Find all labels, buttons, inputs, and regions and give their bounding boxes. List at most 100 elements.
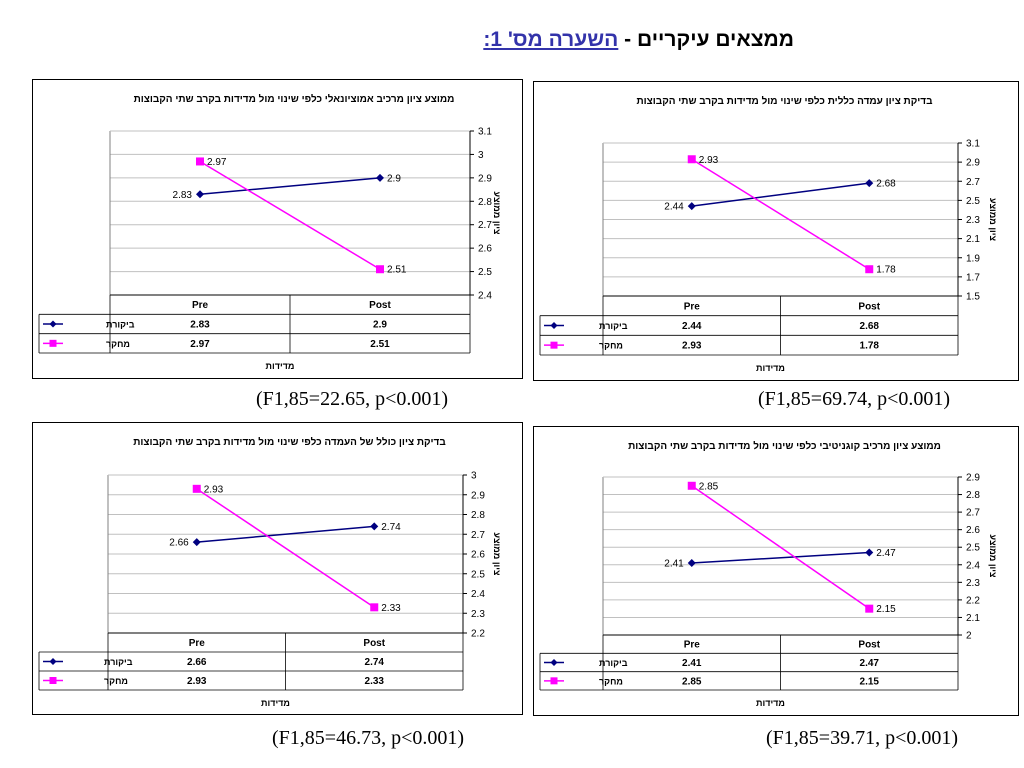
table-cell-value: 2.41 [682, 658, 702, 669]
legend-key-marker [49, 677, 57, 684]
table-cell-value: 2.74 [365, 657, 385, 668]
y-tick-label: 3.1 [478, 127, 492, 138]
legend-key-marker [550, 322, 558, 329]
data-label: 2.47 [876, 548, 896, 559]
chart-title: ממוצע ציון מרכיב אמוציונאלי כלפי שינוי מ… [134, 93, 455, 105]
table-cell-value: 2.33 [365, 676, 385, 687]
control-point-marker [370, 522, 379, 531]
x-axis-title: מדידות [756, 698, 785, 708]
chart-title: ממוצע ציון מרכיב קוגניטיבי כלפי שינוי מו… [628, 440, 941, 452]
legend-key-marker [49, 658, 57, 665]
y-tick-label: 2.5 [966, 196, 980, 207]
series-line-control [199, 177, 381, 196]
x-axis-title: מדידות [266, 361, 295, 371]
y-tick-label: 2.2 [966, 595, 980, 606]
table-cell-value: 2.85 [682, 676, 702, 687]
table-cell-value: 2.93 [187, 676, 207, 687]
table-cell-value: 2.9 [373, 320, 387, 331]
control-point-marker [376, 173, 384, 182]
y-tick-label: 2.6 [471, 550, 485, 561]
control-point-marker [865, 548, 874, 557]
chart-panel-total-attitude: בדיקת ציון כולל של העמדה כלפי שינוי מול … [32, 422, 523, 715]
control-point-marker [196, 190, 204, 199]
series-line-experiment [196, 488, 375, 608]
control-point-marker [687, 202, 696, 211]
data-label: 1.78 [876, 265, 896, 276]
experiment-point-marker [687, 155, 696, 164]
y-tick-label: 2.1 [966, 234, 980, 245]
y-tick-label: 3.1 [966, 139, 980, 150]
x-category-label: Post [363, 638, 385, 649]
y-tick-label: 2.5 [478, 267, 492, 278]
x-category-label: Post [858, 301, 880, 312]
data-label: 2.15 [876, 604, 896, 615]
experiment-point-marker [687, 481, 696, 490]
stat-total-attitude: (F1,85=46.73, p<0.001) [272, 727, 465, 749]
table-cell-value: 2.68 [860, 321, 880, 332]
y-tick-label: 2.7 [471, 530, 485, 541]
legend-series-name: מחקר [104, 676, 128, 686]
y-axis-title: ציון ממוצע [988, 198, 998, 241]
data-label: 2.93 [204, 484, 224, 495]
y-axis-title: ציון ממוצע [988, 535, 998, 578]
y-axis-title: ציון ממוצע [492, 533, 502, 576]
y-tick-label: 2.6 [478, 244, 492, 255]
x-category-label: Pre [684, 640, 701, 651]
data-label: 2.41 [664, 559, 684, 570]
legend-series-name: ביקורת [599, 321, 628, 331]
y-tick-label: 2.5 [471, 569, 485, 580]
series-line-experiment [691, 485, 870, 610]
table-cell-value: 2.44 [682, 321, 702, 332]
y-tick-label: 2 [966, 631, 972, 642]
y-tick-label: 1.9 [966, 253, 980, 264]
table-cell-value: 2.83 [190, 320, 210, 331]
legend-key-marker [49, 320, 57, 328]
y-tick-label: 2.7 [966, 177, 980, 188]
y-tick-label: 2.9 [966, 473, 980, 484]
y-tick-label: 2.1 [966, 613, 980, 624]
experiment-point-marker [196, 157, 204, 166]
experiment-point-marker [376, 265, 384, 274]
table-cell-value: 2.97 [190, 339, 210, 350]
y-tick-label: 2.8 [471, 510, 485, 521]
control-point-marker [865, 179, 874, 188]
legend-series-name: ביקורת [106, 320, 135, 330]
experiment-point-marker [865, 604, 874, 613]
chart-title: בדיקת ציון כולל של העמדה כלפי שינוי מול … [133, 436, 446, 448]
page-title-text: ממצאים עיקריים - השערה מס' 1: [483, 28, 794, 52]
data-label: 2.97 [207, 157, 227, 168]
series-line-experiment [199, 160, 381, 270]
y-tick-label: 2.4 [478, 291, 492, 302]
experiment-point-marker [192, 484, 201, 493]
y-tick-label: 2.7 [478, 220, 492, 231]
experiment-point-marker [370, 603, 379, 612]
table-cell-value: 1.78 [860, 341, 880, 352]
data-label: 2.85 [699, 481, 719, 492]
page-title: ממצאים עיקריים - השערה מס' 1: [0, 28, 1024, 58]
x-category-label: Pre [189, 638, 206, 649]
control-point-marker [192, 538, 201, 547]
stat-emotional: (F1,85=22.65, p<0.001) [256, 388, 449, 410]
y-tick-label: 2.3 [471, 609, 485, 620]
y-tick-label: 2.4 [471, 589, 485, 600]
stat-general-attitude: (F1,85=69.74, p<0.001) [758, 388, 951, 410]
table-cell-value: 2.47 [860, 658, 880, 669]
y-tick-label: 1.5 [966, 292, 980, 303]
y-tick-label: 3 [478, 150, 484, 161]
data-label: 2.9 [387, 173, 401, 184]
y-tick-label: 2.2 [471, 629, 485, 640]
legend-series-name: מחקר [106, 339, 130, 349]
data-label: 2.68 [876, 179, 896, 190]
chart-panel-general-attitude: בדיקת ציון עמדה כללית כלפי שינוי מול מדי… [533, 81, 1019, 381]
data-label: 2.74 [381, 522, 401, 533]
table-cell-value: 2.66 [187, 657, 207, 668]
series-line-control [196, 525, 375, 543]
y-tick-label: 2.7 [966, 508, 980, 519]
data-label: 2.33 [381, 603, 401, 614]
data-label: 2.44 [664, 202, 684, 213]
y-tick-label: 2.3 [966, 578, 980, 589]
x-axis-title: מדידות [756, 363, 785, 373]
chart-cognitive: ממוצע ציון מרכיב קוגניטיבי כלפי שינוי מו… [539, 440, 998, 708]
page-title-prefix: ממצאים עיקריים - [618, 28, 794, 51]
stat-cognitive: (F1,85=39.71, p<0.001) [766, 727, 959, 749]
